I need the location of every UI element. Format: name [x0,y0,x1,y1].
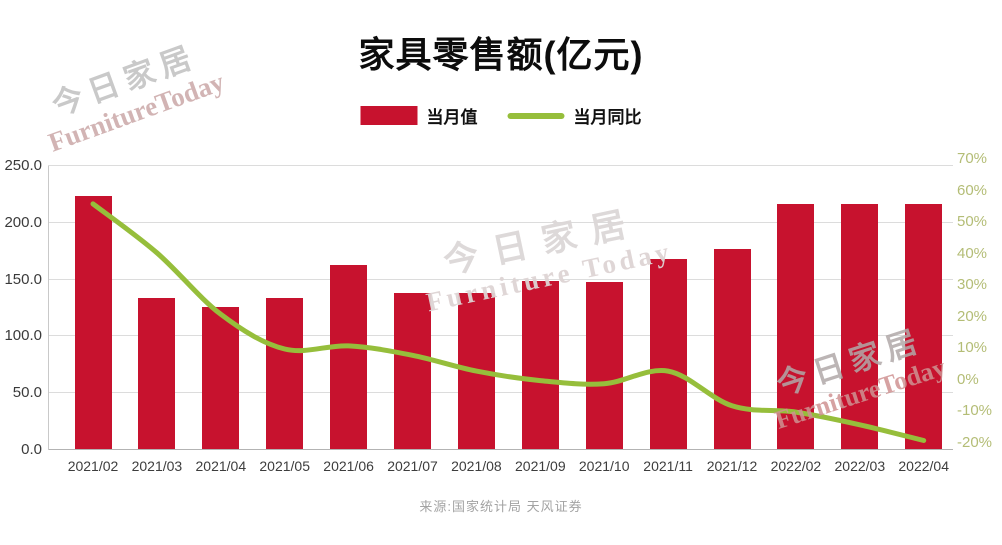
x-tick-label: 2021/09 [514,458,566,474]
y-right-tick-label: 50% [957,213,988,231]
line-swatch-icon [507,112,565,119]
x-tick-label: 2022/03 [834,458,886,474]
y-left-tick-label: 150.0 [4,270,42,288]
y-left-tick-label: 50.0 [12,384,42,402]
y-left-tick-label: 100.0 [4,327,42,345]
x-axis-line [48,449,953,450]
bar-2021/06 [330,264,368,449]
yoy-line [90,201,927,443]
bar-2021/09 [521,280,559,449]
bar-2022/02 [777,203,815,449]
y-left-tick-label: 250.0 [4,157,42,174]
legend-item-line: 当月同比 [507,103,642,128]
x-tick-label: 2021/10 [578,458,630,474]
bar-2021/10 [585,282,623,449]
bar-2021/12 [713,249,751,449]
y-right-tick-label: 20% [957,307,988,325]
y-right-tick-label: 70% [957,150,988,167]
gridline [48,392,953,394]
x-tick-label: 2021/03 [131,458,183,474]
y-right-tick-label: 10% [957,339,988,357]
x-tick-label: 2021/04 [195,458,247,474]
x-tick-label: 2021/11 [643,458,693,474]
bar-2021/05 [266,297,304,449]
gridline [48,165,953,166]
x-tick-label: 2021/12 [706,458,758,474]
x-tick-label: 2021/05 [259,458,310,474]
y-right-tick-label: -10% [957,402,993,420]
bar-2022/04 [905,203,943,449]
legend-label-bar: 当月值 [426,108,478,127]
source-note: 来源:国家统计局 天风证券 [419,499,583,514]
y-left-tick-label: 0.0 [21,441,42,458]
bar-2022/03 [841,203,879,449]
gridline [48,335,953,337]
y-right-tick-label: 40% [957,244,988,262]
bar-2021/04 [202,307,240,449]
x-tick-label: 2021/07 [387,458,438,474]
legend-item-bar: 当月值 [360,103,478,128]
gridline [48,221,953,223]
legend-label-line: 当月同比 [573,108,642,127]
y-right-tick-label: -20% [957,434,993,451]
yoy-line-chart [90,201,927,443]
x-tick-label: 2022/04 [898,458,949,474]
y-right-tick-label: 60% [957,181,988,199]
y-axis-line [48,166,49,450]
bar-2021/02 [74,195,112,449]
watermark-text-en: FurnitureToday [44,65,229,158]
bar-2021/11 [649,259,687,449]
x-tick-label: 2021/08 [451,458,502,474]
bar-2021/07 [394,293,431,449]
legend: 当月值 当月同比 [360,103,642,128]
bar-swatch-icon [360,106,418,125]
x-tick-label: 2021/06 [323,458,374,474]
y-right-tick-label: 30% [957,276,988,294]
x-tick-label: 2022/02 [770,458,822,474]
y-right-tick-label: 0% [957,370,979,388]
bar-2021/03 [138,297,176,449]
chart-title: 家具零售额(亿元) [358,34,644,75]
gridline [48,278,953,280]
x-tick-label: 2021/02 [67,458,119,474]
plot-area: 2021/02 2021/03 2021/04 2021/05 2021/06 2021/… [48,165,953,474]
y-left-tick-label: 200.0 [4,213,42,231]
